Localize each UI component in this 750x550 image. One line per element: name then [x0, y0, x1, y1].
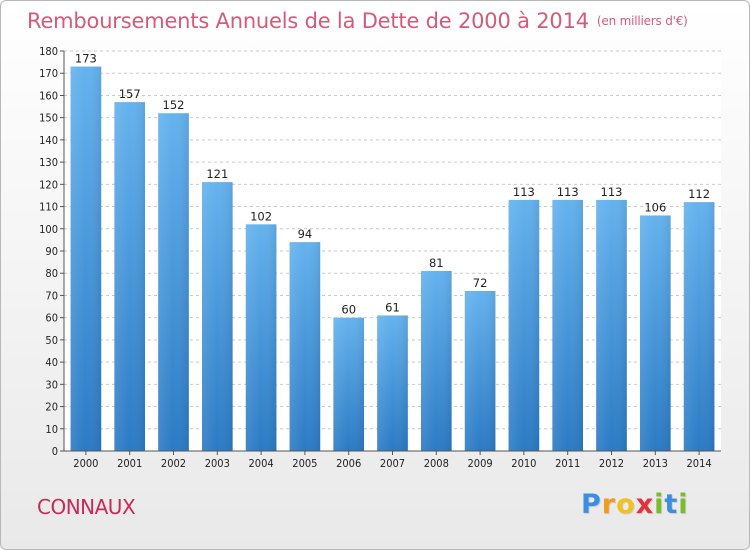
bar-shine-2003 [201, 182, 233, 451]
y-tick-label: 100 [39, 223, 58, 236]
bar-shine-2001 [114, 102, 146, 451]
y-tick-label: 20 [45, 401, 58, 414]
bar-shine-2009 [464, 291, 496, 451]
logo-letter: i [654, 489, 665, 520]
y-tick-label: 130 [39, 156, 58, 169]
chart-title-text: Remboursements Annuels de la Dette de 20… [27, 9, 589, 33]
bar-shine-2010 [508, 199, 540, 451]
data-label-2013: 106 [644, 200, 666, 214]
data-label-2004: 102 [250, 209, 272, 223]
data-label-2001: 157 [119, 87, 141, 101]
y-tick-label: 140 [39, 134, 58, 147]
bar-shine-2007 [377, 315, 408, 451]
x-tick-label-2008: 2008 [424, 457, 449, 470]
y-tick-label: 160 [39, 89, 58, 102]
logo-letter: t [664, 489, 679, 520]
x-tick-label-2007: 2007 [380, 457, 405, 470]
y-tick-label: 90 [45, 245, 58, 258]
y-tick-label: 0 [52, 445, 58, 458]
data-label-2009: 72 [473, 276, 488, 290]
logo-letter: o [616, 489, 636, 520]
x-tick-label-2005: 2005 [292, 457, 317, 470]
bars: 173 157 152 121 102 94 60 61 81 72 113 113 113 106 112 [70, 52, 715, 452]
chart-title: Remboursements Annuels de la Dette de 20… [27, 9, 688, 33]
y-tick-label: 110 [39, 201, 58, 214]
x-tick-label-2014: 2014 [687, 457, 712, 470]
bar-shine-2002 [158, 113, 189, 451]
logo-letter: P [581, 489, 602, 520]
bar-shine-2005 [289, 242, 321, 451]
x-tick-label-2002: 2002 [161, 457, 186, 470]
y-tick-label: 180 [39, 45, 58, 58]
y-axis: 0 10 20 30 40 50 60 70 80 90 100 110 120 130 140 150 160… [39, 45, 65, 458]
bar-shine-2004 [245, 224, 277, 451]
data-label-2011: 113 [557, 185, 579, 199]
x-tick-label-2012: 2012 [599, 457, 624, 470]
y-tick-label: 30 [45, 378, 58, 391]
x-axis: 2000 2001 2002 2003 2004 2005 2006 2007 2008 2009… [64, 450, 721, 470]
data-label-2010: 113 [513, 185, 535, 199]
y-tick-label: 50 [45, 334, 58, 347]
data-label-2005: 94 [298, 227, 313, 241]
bar-shine-2006 [333, 317, 365, 451]
data-label-2002: 152 [163, 98, 185, 112]
proxiti-logo: Proxiti [581, 489, 689, 520]
commune-name: CONNAUX [37, 495, 136, 519]
x-tick-label-2006: 2006 [336, 457, 361, 470]
bar-shine-2008 [420, 271, 452, 451]
x-tick-label-2004: 2004 [249, 457, 274, 470]
data-label-2007: 61 [385, 300, 400, 314]
y-tick-label: 60 [45, 312, 58, 325]
x-tick-label-2000: 2000 [73, 457, 98, 470]
data-label-2014: 112 [688, 187, 710, 201]
data-label-2008: 81 [429, 256, 444, 270]
data-label-2012: 113 [601, 185, 623, 199]
bar-shine-2000 [70, 66, 102, 452]
logo-letter: x [635, 489, 655, 520]
bar-shine-2014 [683, 202, 715, 451]
y-tick-label: 150 [39, 112, 58, 125]
x-tick-label-2013: 2013 [643, 457, 668, 470]
data-label-2003: 121 [206, 167, 228, 181]
bar-shine-2013 [639, 215, 671, 451]
data-label-2006: 60 [341, 303, 356, 317]
bar-shine-2012 [596, 199, 627, 451]
x-tick-label-2009: 2009 [468, 457, 493, 470]
chart-unit-note: (en milliers d'€) [596, 14, 688, 28]
logo-letter: i [678, 489, 689, 520]
data-label-2000: 173 [75, 52, 97, 66]
y-tick-label: 120 [39, 178, 58, 191]
y-tick-label: 170 [39, 67, 58, 80]
x-tick-label-2010: 2010 [511, 457, 536, 470]
x-tick-label-2011: 2011 [555, 457, 580, 470]
logo-letter: r [601, 489, 617, 520]
x-tick-label-2003: 2003 [205, 457, 230, 470]
y-tick-label: 70 [45, 289, 58, 302]
y-tick-label: 10 [45, 423, 58, 436]
y-tick-label: 40 [45, 356, 58, 369]
bar-shine-2011 [552, 199, 584, 451]
x-tick-label-2001: 2001 [117, 457, 142, 470]
y-tick-label: 80 [45, 267, 58, 280]
